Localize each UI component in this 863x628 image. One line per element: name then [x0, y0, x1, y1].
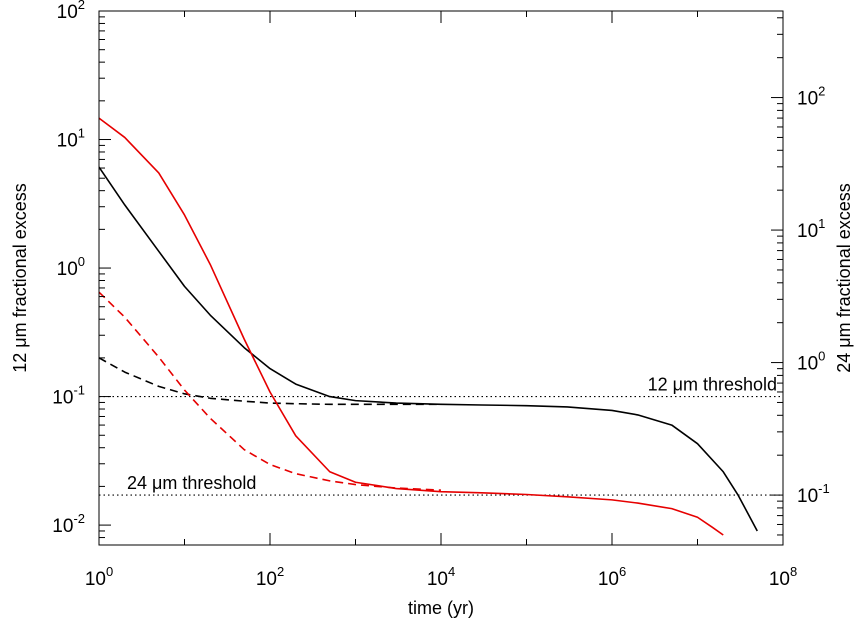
y-right-tick-label: 102	[797, 84, 825, 110]
x-tick-label: 106	[598, 564, 626, 590]
y-left-tick-label: 100	[57, 254, 85, 280]
x-tick-label: 108	[769, 564, 797, 590]
x-tick-label: 100	[85, 564, 113, 590]
x-axis-label: time (yr)	[408, 598, 474, 618]
series-line-4	[99, 291, 442, 491]
threshold-label-1: 12 μm threshold	[648, 375, 777, 395]
plot-frame	[98, 10, 784, 546]
threshold-label-2: 24 μm threshold	[127, 473, 256, 493]
y-left-tick-label: 10-2	[52, 511, 85, 537]
threshold-layer	[99, 395, 783, 496]
y-right-tick-label: 100	[797, 349, 825, 375]
label-layer: 12 μm threshold 24 μm threshold 100 102 104 1…	[52, 0, 829, 590]
series-line-2	[99, 357, 441, 406]
series-layer	[99, 117, 758, 536]
y-axis-right-label: 24 μm fractional excess	[834, 183, 854, 372]
y-right-tick-label: 101	[797, 216, 825, 242]
y-left-tick-label: 10-1	[52, 383, 85, 409]
y-right-tick-label: 10-1	[797, 481, 830, 507]
series-line-3	[99, 117, 724, 536]
y-axis-left-label: 12 μm fractional excess	[10, 183, 30, 372]
x-tick-label: 102	[256, 564, 284, 590]
x-tick-label: 104	[427, 564, 455, 590]
y-left-tick-label: 101	[57, 126, 85, 152]
tick-layer	[98, 10, 784, 546]
y-left-tick-label: 102	[57, 0, 85, 23]
